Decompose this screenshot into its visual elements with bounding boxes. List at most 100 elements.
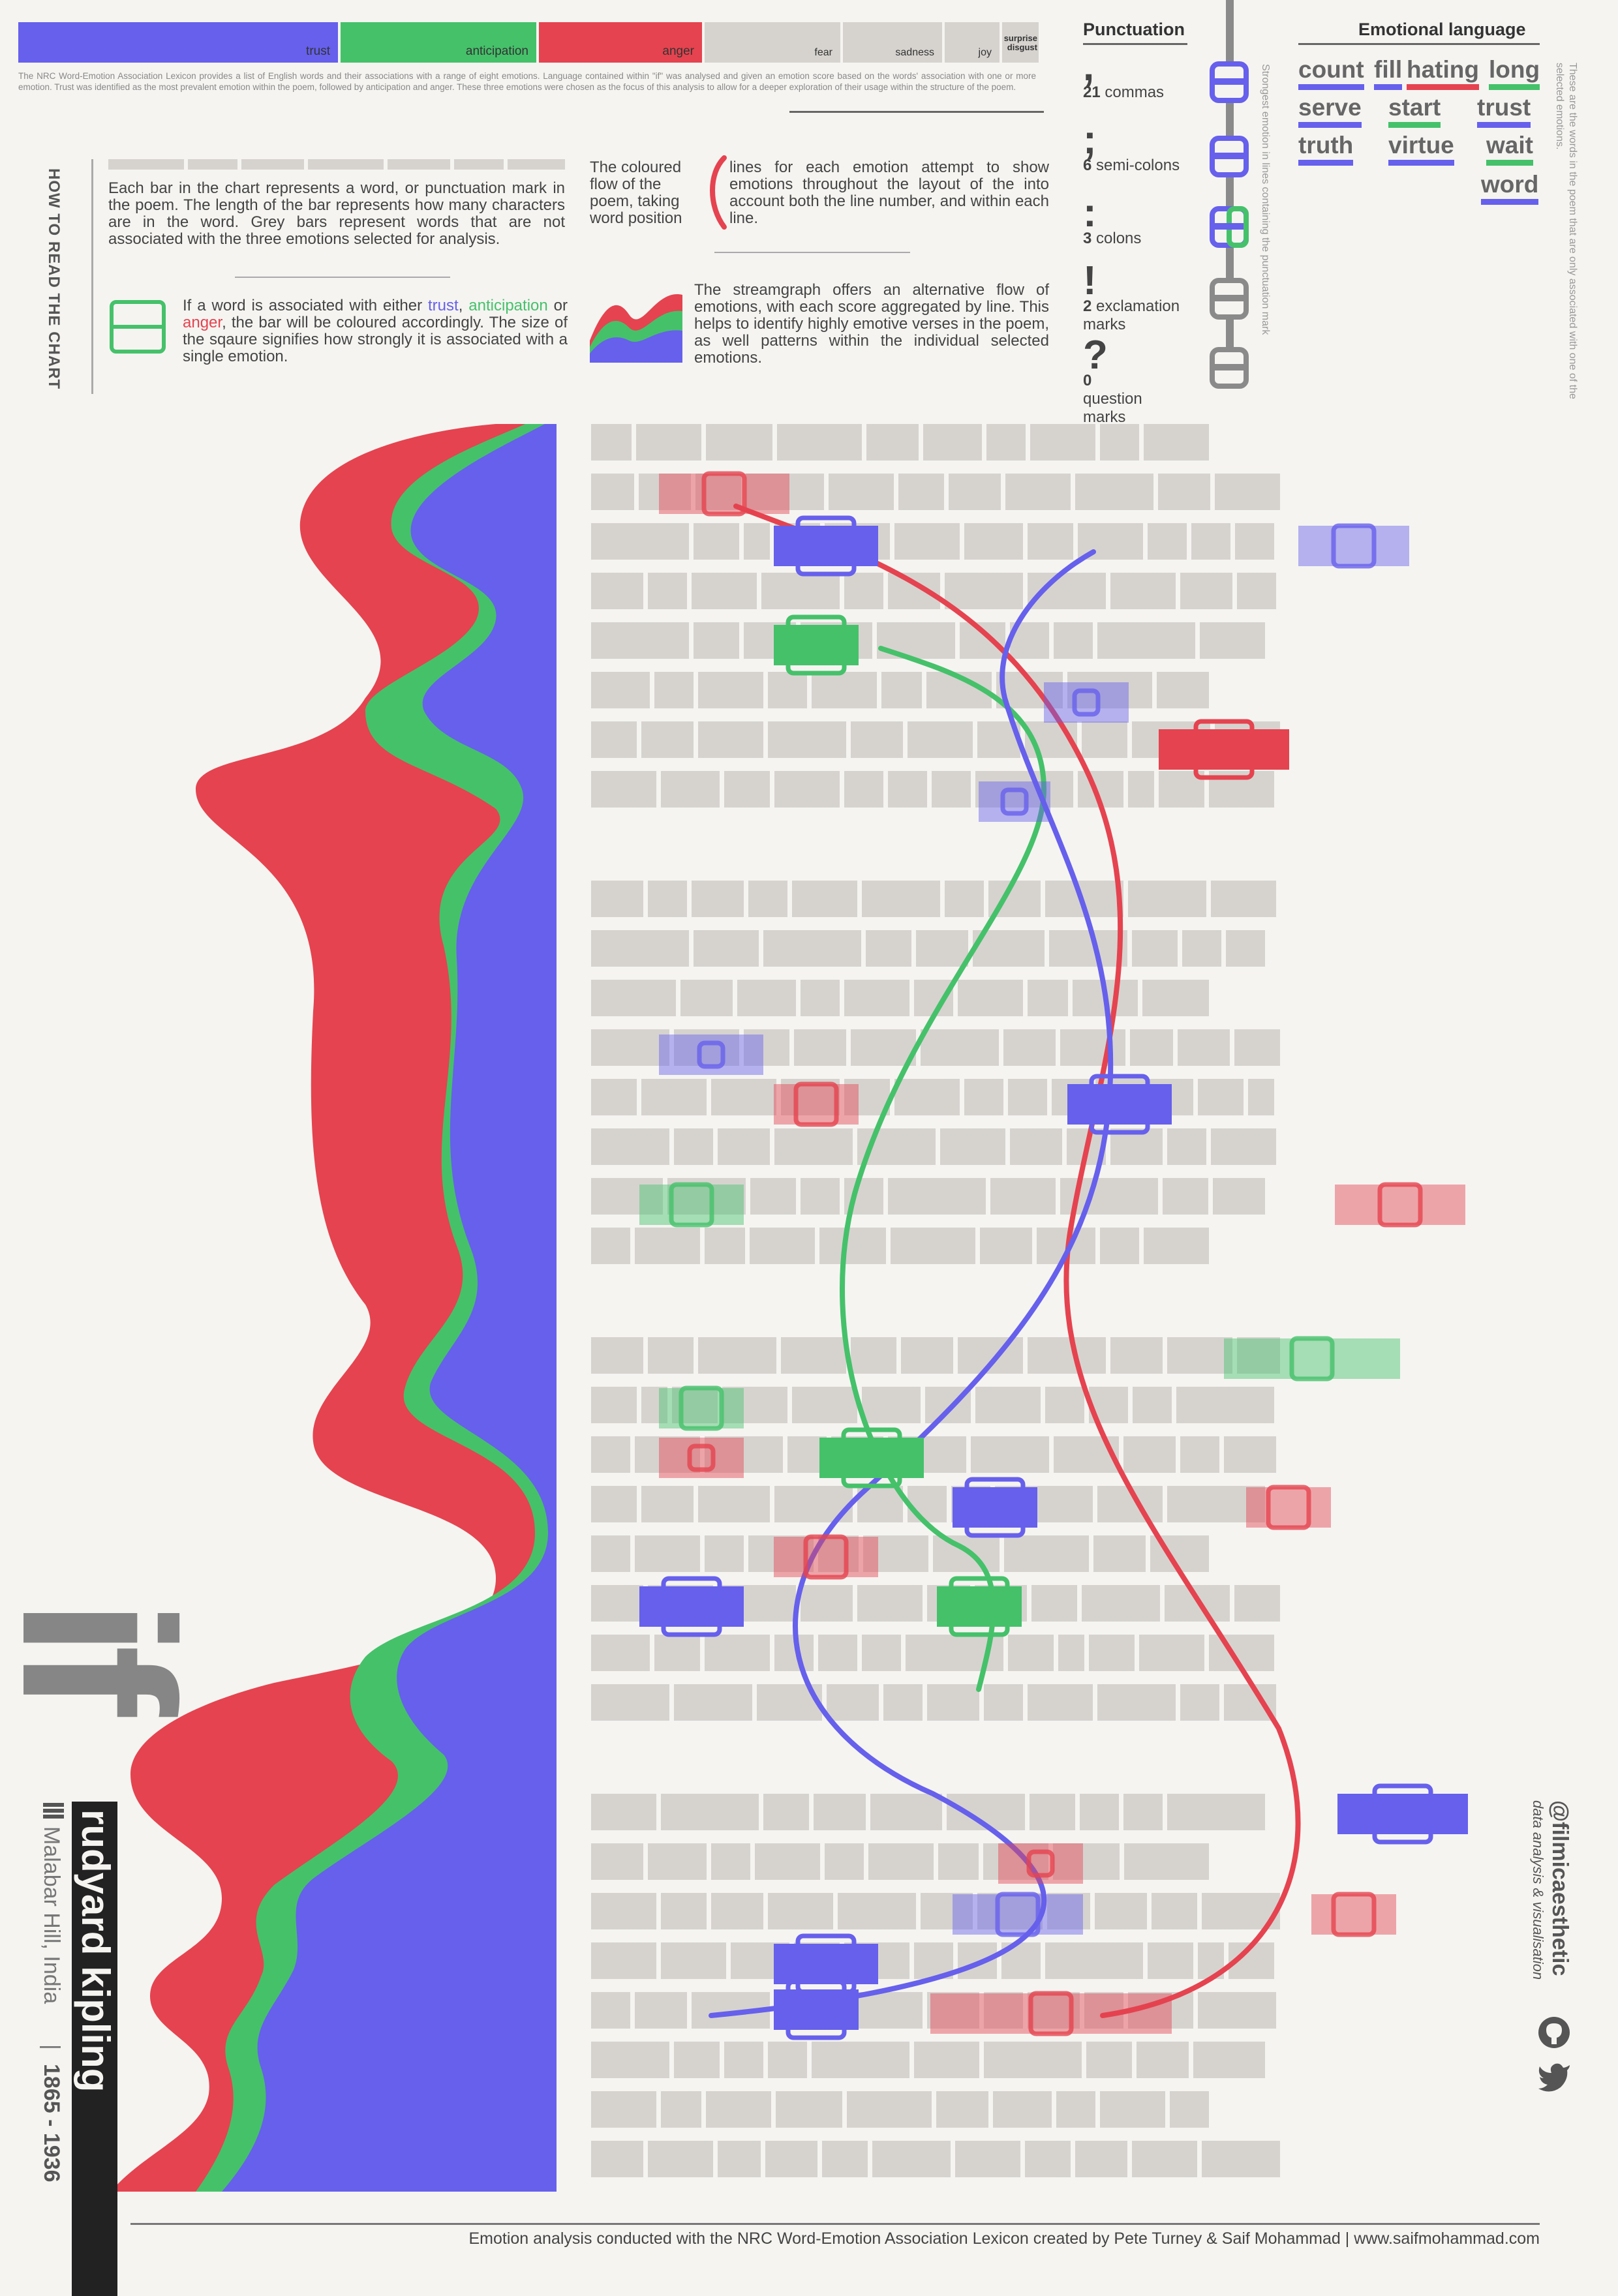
word-bar — [705, 1635, 770, 1671]
word-bar — [1137, 2042, 1189, 2078]
word-bar — [1132, 930, 1178, 967]
word-bar — [706, 424, 772, 461]
word-bar — [829, 474, 894, 510]
word-bar — [844, 980, 909, 1016]
emotion-word-bar — [930, 1993, 1172, 2034]
word-bar — [1028, 1337, 1106, 1374]
word-bar — [591, 1079, 637, 1115]
word-bar — [825, 1843, 864, 1880]
github-icon[interactable] — [1537, 2016, 1571, 2049]
emotion-word-bar — [979, 781, 1050, 822]
word-bar — [635, 1992, 687, 2029]
lines-explanation-a: The coloured flow of the poem, taking wo… — [590, 159, 682, 227]
word-bar — [1142, 980, 1209, 1016]
word-bar — [750, 1178, 796, 1215]
word-bar — [635, 1228, 700, 1264]
word-bar — [801, 1178, 840, 1215]
word-bar — [932, 771, 971, 808]
word-bar — [591, 1794, 656, 1830]
author-years: 1865 - 1936 — [39, 2064, 64, 2183]
word-bar — [694, 622, 739, 659]
word-bar — [964, 523, 1023, 560]
word-bar — [818, 1635, 857, 1671]
word-bar — [591, 1684, 669, 1721]
punctuation-title: Punctuation — [1083, 20, 1185, 39]
emotion-strength-square — [679, 1385, 724, 1431]
emotion-strength-square — [669, 1182, 714, 1228]
emotion-strength-square — [1026, 1849, 1055, 1878]
emotion-word-bar — [1246, 1487, 1331, 1528]
word-word: word — [1481, 171, 1539, 205]
word-bar — [777, 424, 862, 461]
word-bar — [1226, 930, 1265, 967]
word-bar — [648, 1843, 707, 1880]
word-bar — [1100, 1228, 1139, 1264]
word-bar — [1028, 1684, 1093, 1721]
punct-colons: : 3 colons — [1083, 190, 1142, 248]
word-bar — [661, 1893, 707, 1929]
emotion-strength-square — [786, 1979, 847, 2040]
intro-underline — [789, 111, 1044, 113]
emotional-language-title: Emotional language — [1358, 20, 1526, 39]
word-bar — [591, 1178, 663, 1215]
word-bar — [958, 980, 1023, 1016]
word-bar — [1163, 1178, 1208, 1215]
word-bar — [1028, 523, 1073, 560]
emotion-word-bar — [1311, 1894, 1396, 1935]
word-bar — [680, 980, 733, 1016]
emotion-strength-square — [697, 1040, 725, 1069]
emotion-word-bar — [774, 526, 878, 566]
emotion-word-bar — [1044, 682, 1129, 723]
emotion-word-bar — [998, 1843, 1083, 1884]
word-bar — [1167, 1337, 1232, 1374]
word-bar — [591, 1585, 643, 1622]
word-bar — [801, 980, 840, 1016]
word-serve: serve — [1298, 94, 1362, 128]
streamgraph-sample-icon — [590, 294, 682, 363]
word-bar — [591, 881, 643, 917]
punctuation-title-rule — [1083, 43, 1187, 45]
word-bar — [940, 1128, 1005, 1165]
word-bar — [718, 2141, 761, 2177]
emotional-language-rule — [1298, 43, 1540, 45]
emotion-strength-square — [1193, 719, 1255, 780]
word-bar — [1180, 1436, 1219, 1473]
word-bar — [984, 1684, 1023, 1721]
word-bar — [949, 474, 1001, 510]
word-bar — [591, 930, 689, 967]
word-bar — [591, 1893, 656, 1929]
credit-role: data analysis & visualisation — [1530, 1800, 1546, 1980]
word-bar — [1082, 1585, 1160, 1622]
word-bar — [776, 2091, 842, 2128]
word-bar — [1144, 1228, 1209, 1264]
emotion-strength-square — [1372, 1783, 1433, 1845]
word-bar — [750, 1228, 815, 1264]
word-bar — [761, 573, 840, 609]
word-bar — [1075, 474, 1153, 510]
word-bar — [921, 1893, 973, 1929]
word-bar — [1031, 1585, 1077, 1622]
how-to-read-title: HOW TO READ THE CHART — [45, 168, 63, 390]
emotion-word-bar — [1159, 729, 1289, 770]
word-bar — [705, 1535, 744, 1572]
word-bar — [1060, 1029, 1125, 1066]
word-bar — [698, 672, 763, 708]
emotion-word-bar — [659, 1035, 763, 1075]
word-bar — [1193, 2042, 1265, 2078]
word-bar — [851, 721, 903, 758]
word-bar — [868, 1843, 934, 1880]
emotion-word-bar — [1337, 1794, 1468, 1834]
word-bar — [1097, 1684, 1176, 1721]
word-bar — [1237, 573, 1276, 609]
word-virtue: virtue — [1388, 132, 1454, 166]
twitter-icon[interactable] — [1537, 2061, 1571, 2092]
punctuation-list: , 21 commas ; 6 semi-colons : 3 colons !… — [1083, 47, 1207, 427]
word-bar — [744, 1029, 789, 1066]
word-bar — [1075, 2141, 1127, 2177]
emotion-strength-square — [1331, 523, 1377, 569]
word-bar — [812, 2042, 909, 2078]
emotion-word-bar — [1335, 1185, 1465, 1225]
word-bar — [648, 881, 687, 917]
word-bar — [591, 474, 634, 510]
word-bar — [1248, 1079, 1274, 1115]
